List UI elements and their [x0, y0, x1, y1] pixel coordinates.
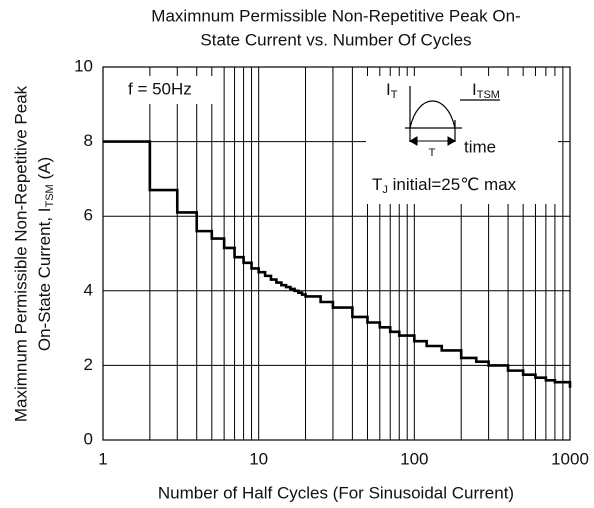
annotation-part: initial=25℃ max — [388, 175, 517, 194]
x-tick-label: 10 — [249, 449, 268, 468]
y-axis-label-line: On-State Current, ITSM (A) — [35, 157, 55, 351]
chart-title: State Current vs. Number Of Cycles — [200, 30, 471, 49]
annotation: ITSM — [472, 80, 500, 100]
dimension-arrow — [408, 136, 457, 146]
label-part: On-State Current, I — [35, 208, 54, 352]
plot-frame — [102, 66, 571, 441]
y-tick-label: 6 — [84, 206, 93, 225]
x-axis-label: Number of Half Cycles (For Sinusoidal Cu… — [158, 483, 514, 502]
x-tick-label: 100 — [400, 449, 428, 468]
chart-title: Maximnum Permissible Non-Repetitive Peak… — [151, 6, 520, 25]
annotation: T — [429, 147, 436, 159]
annotation: TJ initial=25℃ max — [372, 175, 517, 195]
annotation: f = 50Hz — [128, 79, 192, 98]
y-tick-label: 10 — [74, 56, 93, 75]
annotation-sub: TSM — [477, 89, 500, 101]
y-tick-label: 4 — [84, 280, 93, 299]
y-tick-label: 8 — [84, 131, 93, 150]
label-part: (A) — [35, 157, 54, 184]
annotation-sub: J — [382, 184, 388, 196]
annotation-part: I — [386, 80, 391, 99]
annotation: IT — [386, 80, 398, 100]
annotation-part: T — [372, 175, 382, 194]
label-sub: TSM — [44, 184, 56, 207]
annotation-part: I — [472, 80, 477, 99]
x-tick-label: 1000 — [551, 449, 589, 468]
y-axis-label: Maximnum Permissible Non-Repetitive Peak… — [11, 85, 55, 422]
x-tick-label: 1 — [98, 449, 107, 468]
annotation-box — [118, 76, 214, 104]
waveform — [405, 86, 500, 142]
annotation-sub: T — [391, 89, 398, 101]
y-axis-label-line: Maximnum Permissible Non-Repetitive Peak — [11, 85, 30, 422]
y-tick-label: 2 — [84, 355, 93, 374]
annotation-box — [366, 76, 558, 204]
y-tick-label: 0 — [84, 429, 93, 448]
annotation: time — [464, 137, 496, 156]
data-line — [103, 140, 572, 388]
